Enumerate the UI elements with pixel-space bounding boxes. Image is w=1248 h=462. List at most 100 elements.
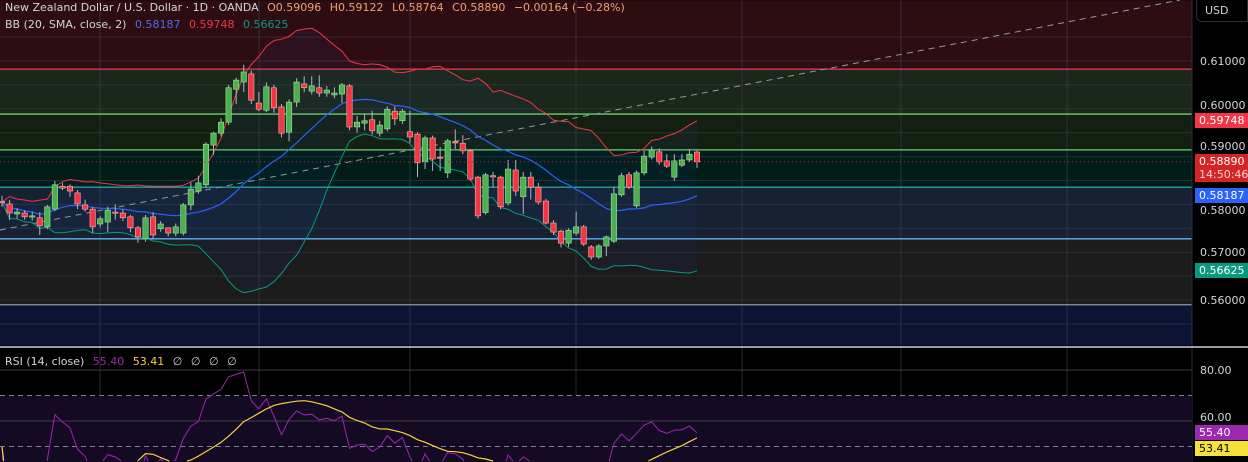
candle [308,76,315,95]
candle-body [618,175,625,196]
price-tag: 0.56625 [1195,262,1248,278]
rsi-axis-label: 60.00 [1200,411,1232,425]
currency-button[interactable]: USD [1196,0,1248,22]
candle [678,154,685,168]
candle-body [89,208,96,228]
candle-body [301,83,308,89]
candle-body [66,185,73,192]
rsi-pane [0,369,1192,462]
ohlc-high: H0.59122 [329,1,384,14]
candle [142,214,149,242]
candle [361,113,368,131]
candle [225,84,232,126]
bb-legend: BB (20, SMA, close, 2) 0.58187 0.59748 0… [5,18,293,31]
candle-body [686,153,693,161]
candle [535,182,542,205]
candle [112,204,119,220]
candle-body [331,92,338,96]
candle-body [633,172,640,207]
candle [376,120,383,137]
candle-body [437,156,444,159]
candle-body [346,85,353,128]
price-tag: 0.59748 [1195,113,1248,129]
bb-label[interactable]: BB (20, SMA, close, 2) [5,18,127,31]
candle [202,142,209,189]
horizontal-levels[interactable] [0,68,1192,306]
candle [452,129,459,149]
trend-line[interactable] [0,0,1181,231]
candle [165,227,172,237]
price-zone [0,114,1192,150]
price-zone [0,69,1192,115]
candle [195,175,202,194]
candle-body [384,108,391,130]
candle-body [14,211,21,215]
candle [210,131,217,155]
candle-body [505,168,512,204]
candle-body [21,212,28,218]
candle-body [369,119,376,132]
candle-body [497,176,504,208]
candle [301,76,308,93]
candle-body [361,120,368,124]
candle-body [414,133,421,164]
bb-upper-line [1,27,698,203]
rsi-label[interactable]: RSI (14, close) [5,355,85,368]
symbol-title[interactable]: New Zealand Dollar / U.S. Dollar · 1D · … [5,1,259,14]
candle-body [112,211,119,214]
candle-body [263,86,270,111]
candle [255,92,262,112]
symbol-legend: New Zealand Dollar / U.S. Dollar · 1D · … [5,1,630,14]
candle-body [588,246,595,258]
candle [391,106,398,126]
candle-body [391,110,398,120]
candle-body [59,185,66,189]
price-axis-label: 0.57000 [1200,245,1246,259]
candle-body [490,175,497,178]
price-zone [0,0,1192,70]
candle [399,108,406,125]
candle [626,171,633,190]
candle [354,115,361,133]
candle [187,182,194,211]
candle [82,199,89,212]
candle [263,82,270,113]
candle [97,216,104,228]
candle-body [671,160,678,178]
candle [89,206,96,234]
bb-upper-value: 0.59748 [188,18,235,31]
candle-body [119,212,126,219]
candle-body [482,174,489,213]
candle-body [444,140,451,174]
rsi-ma-line [1,400,698,462]
candle [603,235,610,257]
candle [14,208,21,219]
candle [127,214,134,233]
candle [422,135,429,170]
candle [527,171,534,200]
candle [346,83,353,131]
rsi-axis-label: 80.00 [1200,363,1232,377]
candle [595,244,602,259]
candle [233,77,240,105]
candle [172,223,179,237]
candle-body [512,169,519,192]
candle-body [641,155,648,174]
candle-body [218,121,225,134]
candle [331,87,338,99]
candle [286,99,293,142]
candle-body [678,159,685,166]
price-axis-label: 0.61000 [1200,54,1246,68]
candle [270,84,277,113]
candle-body [165,227,172,234]
candle [278,104,285,138]
candle-body [663,160,670,167]
bb-basis-value: 0.58187 [134,18,181,31]
candle [74,190,81,210]
candle [293,78,300,107]
candle-body [0,201,6,204]
ohlc-close: C0.58890 [452,1,506,14]
price-axis-label: 0.60000 [1200,99,1246,113]
price-axis-bg[interactable] [1192,0,1248,462]
